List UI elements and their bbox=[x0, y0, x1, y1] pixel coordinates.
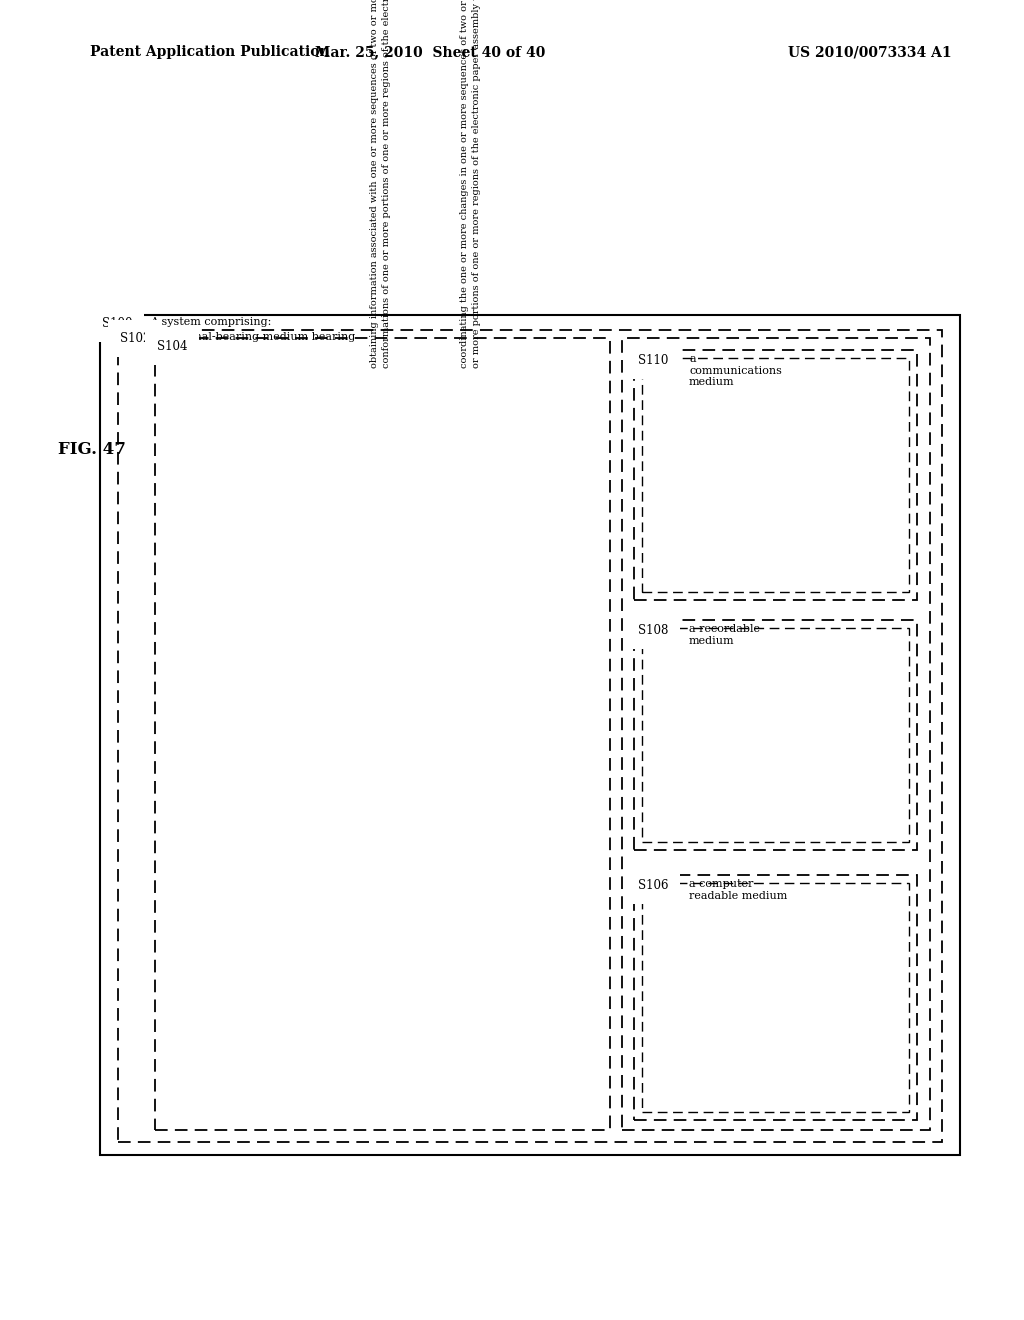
Text: a recordable
medium: a recordable medium bbox=[689, 624, 760, 645]
Text: coordinating the one or more changes in one or more sequences of two or more con: coordinating the one or more changes in … bbox=[460, 0, 481, 368]
Text: S102: S102 bbox=[120, 333, 151, 345]
Text: FIG. 47: FIG. 47 bbox=[58, 441, 126, 458]
Text: a computer-
readable medium: a computer- readable medium bbox=[689, 879, 787, 900]
Text: S100: S100 bbox=[102, 317, 132, 330]
Bar bbox=[622, 338, 930, 1130]
Text: S110: S110 bbox=[638, 354, 669, 367]
Text: Patent Application Publication: Patent Application Publication bbox=[90, 45, 330, 59]
Bar bbox=[642, 628, 909, 842]
Bar bbox=[118, 330, 942, 1142]
Text: S108: S108 bbox=[638, 624, 669, 638]
Bar bbox=[634, 875, 918, 1119]
Text: a
communications
medium: a communications medium bbox=[689, 354, 782, 387]
Bar bbox=[634, 620, 918, 850]
Text: US 2010/0073334 A1: US 2010/0073334 A1 bbox=[788, 45, 952, 59]
Bar bbox=[642, 358, 909, 591]
Text: A system comprising:: A system comprising: bbox=[150, 317, 271, 327]
Text: S104: S104 bbox=[157, 341, 187, 352]
Bar bbox=[100, 315, 961, 1155]
Text: obtaining information associated with one or more sequences of two or more
confo: obtaining information associated with on… bbox=[370, 0, 391, 368]
Bar bbox=[155, 338, 610, 1130]
Text: Mar. 25, 2010  Sheet 40 of 40: Mar. 25, 2010 Sheet 40 of 40 bbox=[314, 45, 545, 59]
Bar bbox=[642, 883, 909, 1111]
Bar bbox=[634, 350, 918, 601]
Text: a signal-bearing medium bearing: a signal-bearing medium bearing bbox=[168, 333, 355, 342]
Text: S106: S106 bbox=[638, 879, 669, 892]
